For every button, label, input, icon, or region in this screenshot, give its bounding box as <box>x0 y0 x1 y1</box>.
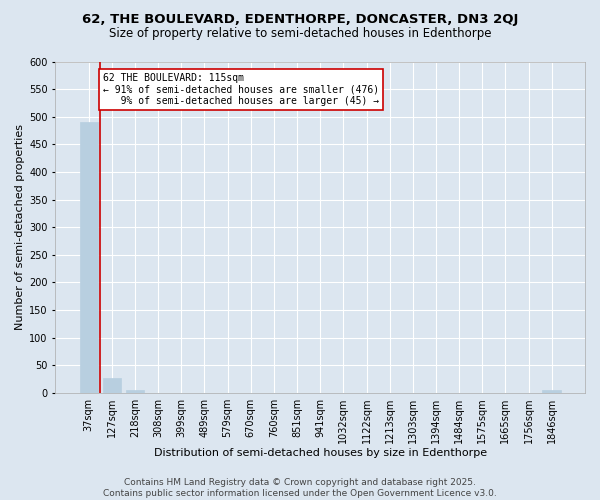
Text: Contains HM Land Registry data © Crown copyright and database right 2025.
Contai: Contains HM Land Registry data © Crown c… <box>103 478 497 498</box>
Text: Size of property relative to semi-detached houses in Edenthorpe: Size of property relative to semi-detach… <box>109 28 491 40</box>
Y-axis label: Number of semi-detached properties: Number of semi-detached properties <box>15 124 25 330</box>
Text: 62 THE BOULEVARD: 115sqm
← 91% of semi-detached houses are smaller (476)
   9% o: 62 THE BOULEVARD: 115sqm ← 91% of semi-d… <box>103 72 379 106</box>
X-axis label: Distribution of semi-detached houses by size in Edenthorpe: Distribution of semi-detached houses by … <box>154 448 487 458</box>
Bar <box>542 390 561 393</box>
Text: 62, THE BOULEVARD, EDENTHORPE, DONCASTER, DN3 2QJ: 62, THE BOULEVARD, EDENTHORPE, DONCASTER… <box>82 12 518 26</box>
Bar <box>126 390 145 393</box>
Bar <box>80 122 98 393</box>
Bar <box>103 378 121 393</box>
